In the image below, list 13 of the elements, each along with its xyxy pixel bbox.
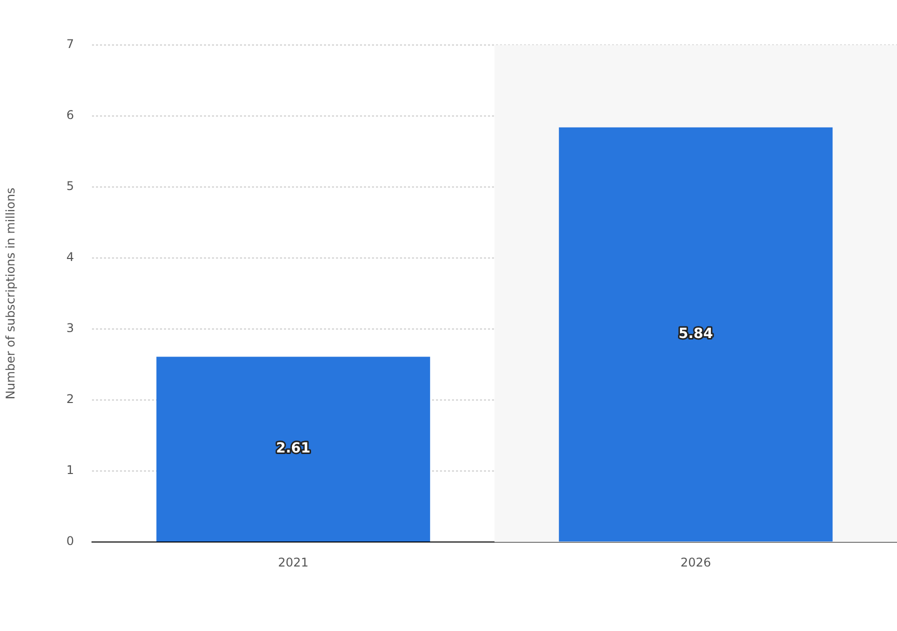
y-tick-label: 5 xyxy=(66,179,74,194)
x-tick-label: 2021 xyxy=(278,555,309,570)
y-tick-label: 6 xyxy=(66,108,74,122)
x-tick-label: 2026 xyxy=(680,555,712,570)
y-tick-label: 1 xyxy=(66,463,74,478)
y-tick-label: 3 xyxy=(66,321,74,336)
data-label: 5.84 xyxy=(678,326,714,342)
y-tick-label: 7 xyxy=(66,37,74,52)
y-tick-label: 4 xyxy=(66,250,74,264)
y-axis-title: Number of subscriptions in millions xyxy=(3,188,18,400)
data-label: 2.61 xyxy=(276,440,311,457)
y-tick-label: 2 xyxy=(66,392,74,406)
y-tick-label: 0 xyxy=(66,534,74,548)
